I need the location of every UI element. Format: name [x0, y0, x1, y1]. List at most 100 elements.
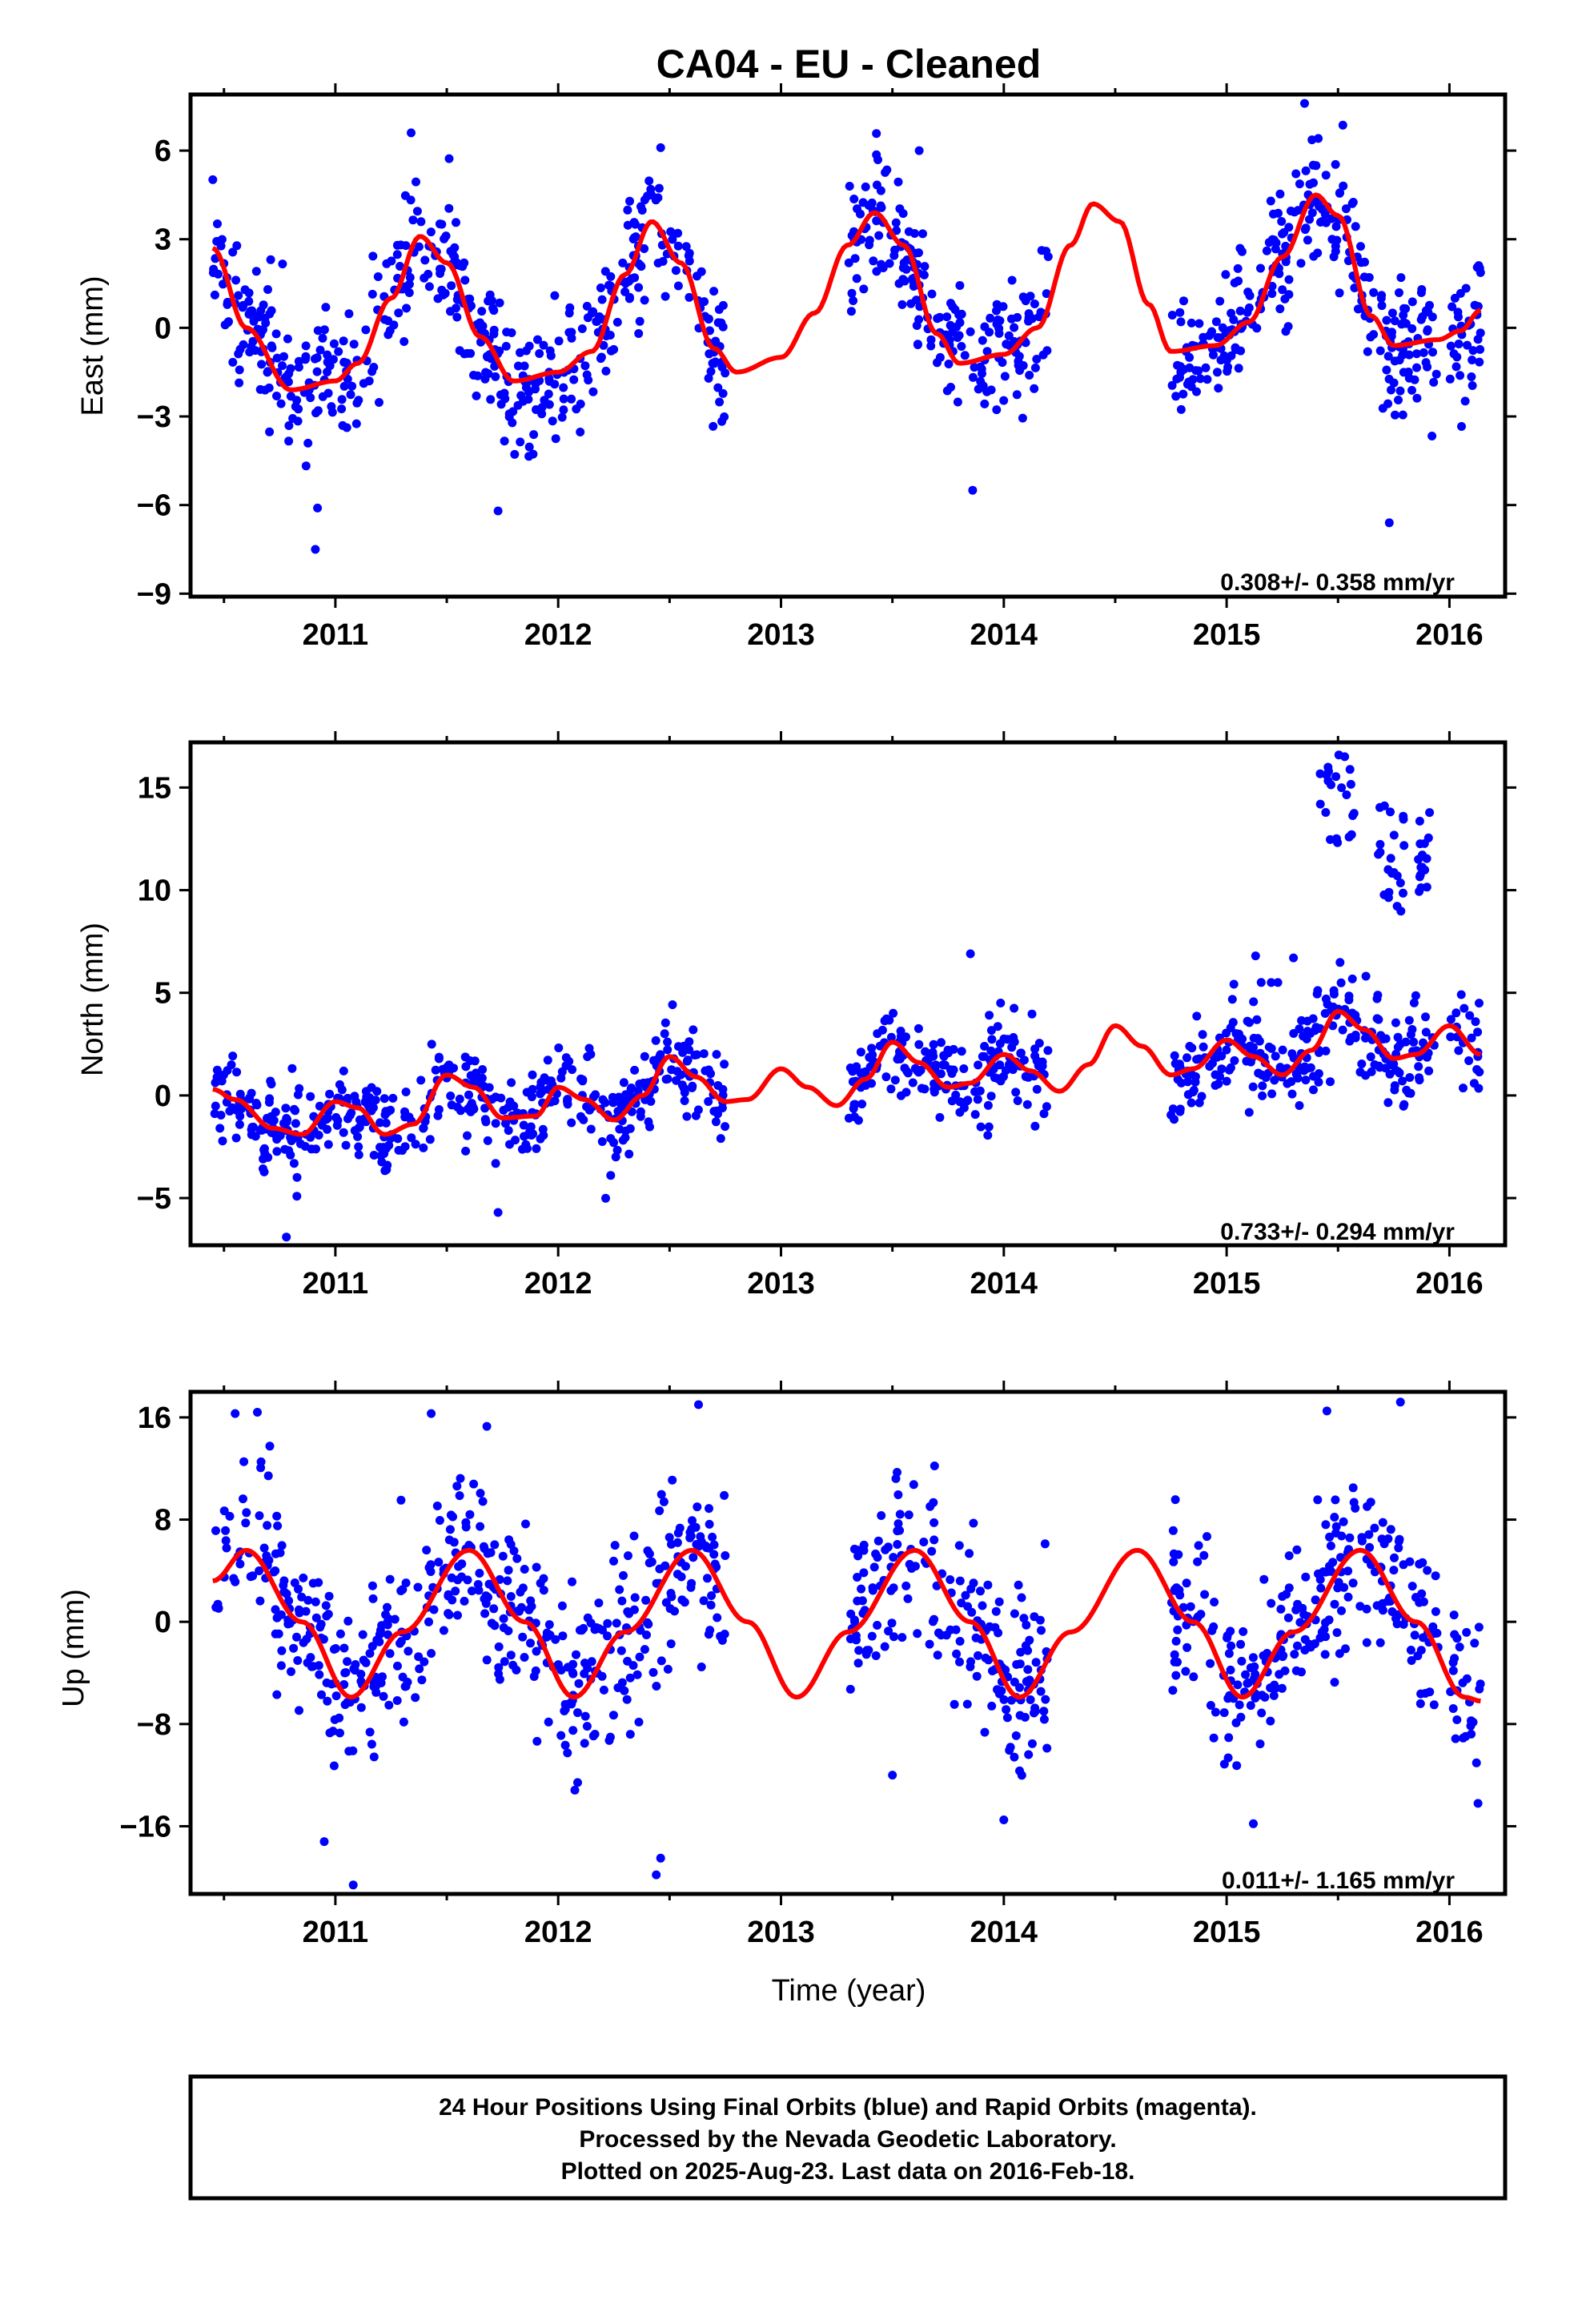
data-point — [620, 287, 630, 296]
data-point — [1024, 313, 1034, 323]
data-point — [1424, 1066, 1434, 1076]
data-point — [282, 1232, 291, 1242]
data-point — [582, 1722, 592, 1731]
data-point — [402, 304, 412, 313]
data-point — [949, 1065, 958, 1075]
data-point — [348, 1880, 358, 1890]
east-ytick-label: 3 — [155, 223, 171, 257]
data-point — [978, 1051, 987, 1061]
data-point — [974, 384, 983, 394]
data-point — [1229, 315, 1239, 324]
data-point — [1215, 296, 1225, 306]
data-point — [861, 182, 870, 191]
data-point — [995, 1039, 1005, 1048]
data-point — [263, 1113, 271, 1123]
data-point — [367, 289, 377, 299]
data-point — [1307, 208, 1317, 218]
data-point — [608, 1098, 618, 1108]
data-point — [625, 1673, 635, 1683]
data-point — [1032, 355, 1042, 364]
data-point — [620, 1126, 630, 1136]
data-point — [272, 1690, 282, 1699]
data-point — [231, 1133, 241, 1143]
data-point — [381, 1610, 391, 1619]
data-point — [889, 1553, 898, 1562]
data-point — [467, 1586, 476, 1596]
data-point — [697, 1663, 706, 1671]
data-point — [853, 1116, 863, 1125]
data-point — [400, 191, 410, 200]
data-point — [472, 1068, 480, 1078]
data-point — [373, 272, 383, 281]
data-point — [1001, 1665, 1010, 1675]
data-point — [558, 1631, 568, 1641]
data-point — [1316, 1583, 1326, 1593]
data-point — [1031, 1658, 1041, 1667]
data-point — [1195, 374, 1205, 384]
data-point — [478, 1065, 488, 1074]
data-point — [1456, 990, 1466, 999]
data-point — [536, 1089, 545, 1099]
data-point — [1399, 841, 1409, 850]
data-point — [1289, 953, 1299, 963]
data-point — [1330, 1599, 1339, 1609]
data-point — [560, 1740, 570, 1750]
north-xtick-label: 2012 — [524, 1267, 592, 1301]
data-point — [411, 1693, 420, 1703]
data-point — [365, 1649, 375, 1659]
data-point — [343, 1657, 352, 1667]
data-point — [1003, 1035, 1012, 1044]
data-point — [1333, 1583, 1343, 1593]
data-point — [1347, 974, 1357, 983]
data-point — [713, 1613, 722, 1622]
east-panel: East (mm) 0.308+/- 0.358 mm/yr 630−3−6−9… — [76, 83, 1516, 652]
data-point — [946, 1575, 955, 1584]
data-point — [1255, 1036, 1264, 1046]
data-point — [1186, 318, 1196, 328]
data-point — [1280, 1666, 1290, 1675]
data-point — [970, 1110, 980, 1120]
data-point — [381, 1107, 391, 1116]
data-point — [329, 1761, 339, 1771]
data-point — [1348, 811, 1358, 820]
data-point — [612, 1618, 621, 1628]
data-point — [1446, 341, 1456, 351]
data-point — [1375, 346, 1385, 356]
data-point — [890, 1076, 900, 1085]
data-point — [1244, 1108, 1254, 1117]
data-point — [965, 1549, 974, 1558]
data-point — [623, 205, 632, 215]
data-point — [426, 1567, 436, 1576]
data-point — [473, 1580, 483, 1589]
data-point — [1315, 799, 1325, 809]
data-point — [539, 1574, 548, 1583]
data-point — [396, 1495, 406, 1505]
data-point — [382, 1165, 391, 1174]
data-point — [1267, 1089, 1277, 1099]
data-point — [910, 229, 919, 238]
data-point — [968, 372, 978, 382]
data-point — [685, 1045, 694, 1055]
data-point — [1452, 1634, 1462, 1643]
data-point — [1303, 235, 1312, 245]
data-point — [284, 436, 294, 446]
data-point — [588, 387, 598, 396]
data-point — [872, 150, 881, 159]
data-point — [1011, 1088, 1021, 1097]
east-xtick-label: 2016 — [1415, 618, 1484, 652]
data-point — [1474, 1084, 1484, 1093]
east-xtick-label: 2013 — [747, 618, 815, 652]
data-point — [315, 1670, 324, 1679]
data-point — [668, 1000, 677, 1010]
data-point — [1213, 333, 1223, 342]
data-point — [452, 1102, 462, 1112]
data-point — [1245, 291, 1255, 300]
data-point — [1171, 392, 1181, 401]
data-point — [293, 416, 303, 426]
data-point — [1267, 289, 1277, 299]
data-point — [1199, 1550, 1209, 1560]
data-point — [321, 303, 331, 312]
data-point — [594, 1624, 604, 1634]
east-ytick-label: 6 — [155, 135, 171, 168]
data-point — [1345, 1533, 1355, 1542]
